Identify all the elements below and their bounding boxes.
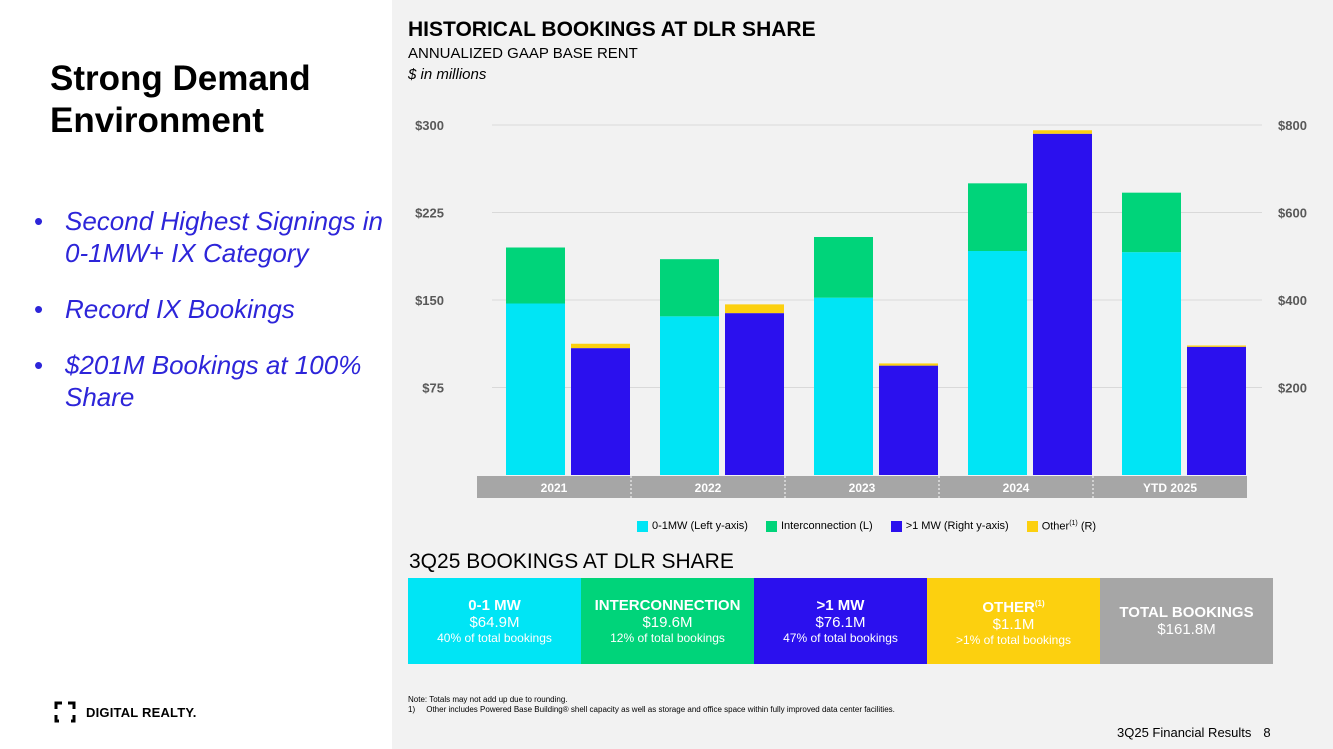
highlight-text: $201M Bookings at 100% Share [65,350,362,412]
bracket-logo-icon [54,701,76,723]
logo-text: DIGITAL REALTY. [86,704,197,720]
x-axis-tick-label: 2021 [541,481,568,495]
page-title: Strong Demand Environment [50,58,311,142]
bar-left-interconnection [814,237,873,298]
legend-item: 0-1MW (Left y-axis) [637,520,748,532]
chart-subtitle: ANNUALIZED GAAP BASE RENT [408,45,638,62]
right-axis-tick-label: $600 [1278,206,1307,221]
footnote: 1) Other includes Powered Base Building®… [408,705,895,714]
legend-label: >1 MW (Right y-axis) [905,520,1009,533]
booking-card-interconnection: INTERCONNECTION $19.6M 12% of total book… [581,578,754,664]
highlight-text: Second Highest Signings in 0-1MW+ IX Cat… [65,206,383,268]
bar-right-other [879,363,938,366]
chart-legend: 0-1MW (Left y-axis) Interconnection (L) … [637,520,1096,533]
bar-left-interconnection [968,183,1027,251]
legend-swatch-other [1026,520,1038,532]
bar-left-0-1mw [968,251,1027,475]
bar-left-interconnection [506,247,565,304]
x-axis-band [477,476,1247,498]
card-percent: 47% of total bookings [783,630,898,645]
card-percent: >1% of total bookings [955,632,1072,647]
right-axis-tick-label: $800 [1278,118,1307,133]
chart-unit: $ in millions [408,66,487,83]
bookings-chart: $75 $150 $225 $300 $200 $400 $600 $800 2021 2022 2… [415,118,1307,498]
card-value: $76.1M [815,613,866,631]
footnotes: Note: Totals may not add up due to round… [408,695,895,715]
left-panel: Strong Demand Environment • Second Highes… [0,0,392,749]
card-percent: 12% of total bookings [610,630,725,645]
highlight-item: • Second Highest Signings in 0-1MW+ IX Ca… [34,205,384,269]
booking-card-0-1mw: 0-1 MW $64.9M 40% of total bookings [408,578,581,664]
page-title-line-2: Environment [50,101,264,140]
highlight-text: Record IX Bookings [65,294,295,324]
bar-right-other [1033,130,1092,134]
bullet-icon: • [34,350,44,380]
booking-card-gt1mw: >1 MW $76.1M 47% of total bookings [754,578,927,664]
footnote: Note: Totals may not add up due to round… [408,695,568,704]
bar-right-other [725,304,784,314]
highlight-item: • $201M Bookings at 100% Share [34,349,384,413]
card-value: $161.8M [1157,621,1216,638]
bar-left-0-1mw [506,303,565,475]
x-axis-tick-label: YTD 2025 [1143,481,1197,495]
page-footer: 3Q25 Financial Results 8 [1117,725,1271,740]
bar-right-gt1 [1033,133,1092,475]
legend-swatch-interconnection [765,520,777,532]
card-percent: 40% of total bookings [437,630,552,645]
left-axis-tick-label: $300 [415,118,444,133]
legend-item: Interconnection (L) [765,520,873,533]
left-axis-tick-label: $150 [415,293,444,308]
bar-right-other [1187,345,1246,347]
bar-right-gt1 [571,348,630,475]
highlight-item: • Record IX Bookings [34,293,384,325]
card-label: 0-1 MW [468,596,521,614]
card-label: >1 MW [816,596,865,614]
bar-right-gt1 [879,365,938,475]
legend-swatch-0-1mw [637,520,648,532]
card-label: OTHER(1) [982,598,1045,616]
legend-swatch-gt1mw [890,520,902,532]
legend-label: Interconnection (L) [780,520,873,533]
page-title-line-1: Strong Demand [50,59,311,98]
bullet-icon: • [34,206,44,236]
chart-title: HISTORICAL BOOKINGS AT DLR SHARE [408,18,816,41]
card-value: $64.9M [469,613,520,631]
x-axis-tick-label: 2024 [1003,481,1030,495]
bar-right-other [571,343,630,349]
card-label: INTERCONNECTION [594,596,741,614]
booking-card-other: OTHER(1) $1.1M >1% of total bookings [927,578,1100,664]
bookings-title: 3Q25 BOOKINGS AT DLR SHARE [409,550,734,573]
bookings-cards: 0-1 MW $64.9M 40% of total bookings INTE… [408,578,1273,664]
card-label: TOTAL BOOKINGS [1119,604,1254,621]
bar-left-0-1mw [814,297,873,475]
legend-item: Other(1) (R) [1026,520,1097,533]
right-axis-tick-label: $400 [1278,293,1307,308]
legend-label: 0-1MW (Left y-axis) [652,520,748,533]
highlights-list: • Second Highest Signings in 0-1MW+ IX Ca… [34,205,384,437]
x-axis-tick-label: 2023 [849,481,876,495]
left-axis-tick-label: $75 [422,381,444,396]
company-logo: DIGITAL REALTY. [54,701,197,723]
bullet-icon: • [34,294,44,324]
bar-left-0-1mw [1122,252,1181,475]
right-panel: HISTORICAL BOOKINGS AT DLR SHARE ANNUALI… [392,0,1333,749]
bar-left-0-1mw [660,316,719,475]
bar-right-gt1 [1187,346,1246,475]
legend-item: >1 MW (Right y-axis) [890,520,1009,533]
bar-right-gt1 [725,313,784,475]
booking-card-total: TOTAL BOOKINGS $161.8M [1100,578,1273,664]
card-value: $1.1M [992,615,1035,633]
legend-label: Other(1) (R) [1041,520,1097,533]
page-number: 8 [1263,725,1271,740]
left-axis-tick-label: $225 [415,206,444,221]
bar-left-interconnection [660,259,719,317]
bar-left-interconnection [1122,192,1181,253]
right-axis-tick-label: $200 [1278,381,1307,396]
footer-label: 3Q25 Financial Results [1117,725,1252,740]
x-axis-tick-label: 2022 [695,481,722,495]
card-value: $19.6M [642,613,693,631]
